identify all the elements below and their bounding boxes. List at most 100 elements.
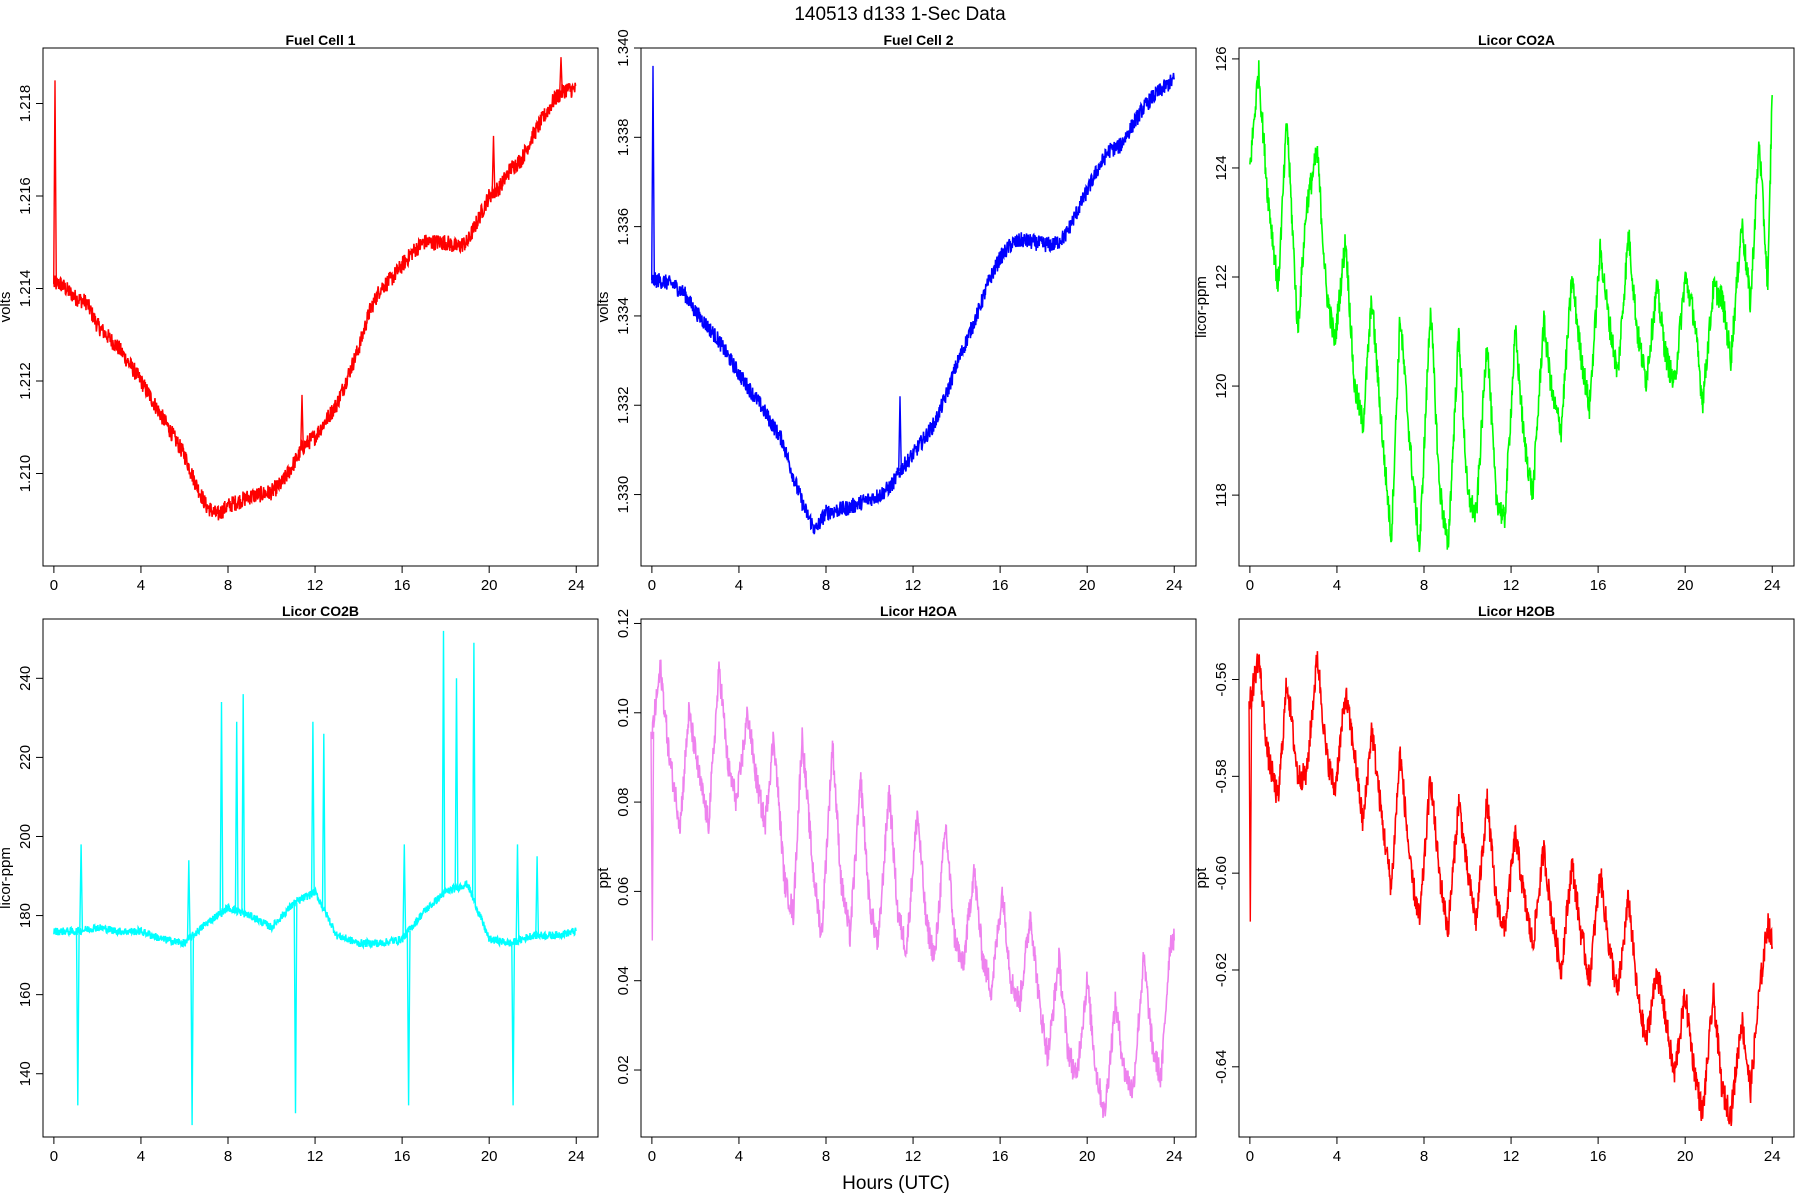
spike-mark [402, 844, 407, 937]
x-tick-label: 24 [1166, 577, 1183, 594]
spike-mark [441, 630, 446, 894]
series-line [1249, 651, 1773, 1127]
spike-mark [1248, 701, 1253, 922]
spike-mark [471, 642, 476, 901]
plot-frame [1238, 618, 1795, 1138]
spike-mark [491, 135, 496, 193]
series-line [53, 880, 577, 950]
x-tick-label: 4 [1333, 577, 1341, 594]
x-tick-label: 12 [905, 577, 922, 594]
figure-x-axis-label: Hours (UTC) [842, 1173, 950, 1194]
x-tick-label: 4 [735, 1148, 743, 1165]
x-tick-label: 16 [992, 577, 1009, 594]
x-tick-label: 4 [735, 577, 743, 594]
y-tick-label: 122 [1213, 264, 1230, 289]
x-tick-label: 8 [1420, 1148, 1428, 1165]
x-tick-label: 12 [1503, 1148, 1520, 1165]
x-tick-label: 12 [307, 1148, 324, 1165]
x-tick-label: 8 [224, 577, 232, 594]
y-axis-label: ppt [595, 867, 612, 889]
panel-title: Licor H2OB [1478, 603, 1555, 619]
y-tick-label: 200 [17, 824, 34, 849]
chart-panel: Fuel Cell 1 volts 0 4 8 12 16 20 24 1.210 1.212 1.2… [0, 32, 599, 594]
spike-mark [300, 394, 304, 450]
y-tick-label: 240 [17, 666, 34, 691]
y-tick-label: -0.56 [1213, 662, 1230, 696]
x-tick-label: 20 [1079, 577, 1096, 594]
panel-title: Licor CO2A [1478, 32, 1555, 48]
x-tick-label: 16 [1590, 1148, 1607, 1165]
spike-mark [293, 902, 298, 1114]
y-tick-label: 1.338 [615, 119, 632, 157]
y-tick-label: 0.08 [615, 787, 632, 816]
y-tick-label: 120 [1213, 374, 1230, 399]
y-axis-label: volts [595, 292, 612, 323]
spike-mark [190, 936, 195, 1126]
spike-mark [650, 731, 655, 941]
panel-title: Fuel Cell 1 [285, 32, 355, 48]
panels: Fuel Cell 1 volts 0 4 8 12 16 20 24 1.210 1.212 1.2… [0, 29, 1795, 1165]
x-tick-label: 4 [137, 1148, 145, 1165]
spike-mark [75, 930, 80, 1106]
spike-mark [515, 844, 520, 941]
x-tick-label: 16 [992, 1148, 1009, 1165]
y-tick-label: 1.218 [17, 85, 34, 123]
spike-mark [898, 396, 902, 472]
spike-mark [241, 694, 246, 914]
spike-mark [53, 80, 57, 284]
x-tick-label: 12 [1503, 577, 1520, 594]
y-tick-label: 1.330 [615, 476, 632, 514]
x-tick-label: 20 [1079, 1148, 1096, 1165]
x-tick-label: 24 [568, 1148, 585, 1165]
x-tick-label: 16 [394, 577, 411, 594]
y-tick-label: 124 [1213, 155, 1230, 180]
spike-mark [559, 57, 563, 94]
x-tick-label: 8 [1420, 577, 1428, 594]
y-tick-label: 1.212 [17, 362, 34, 400]
x-tick-label: 16 [394, 1148, 411, 1165]
y-tick-label: 160 [17, 982, 34, 1007]
y-tick-label: 1.334 [615, 297, 632, 335]
y-tick-label: -0.64 [1213, 1050, 1230, 1084]
y-axis-label: licor-ppm [1193, 276, 1210, 338]
x-tick-label: 12 [307, 577, 324, 594]
plot-frame [42, 47, 599, 567]
x-tick-label: 12 [905, 1148, 922, 1165]
x-tick-label: 4 [137, 577, 145, 594]
panel-title: Fuel Cell 2 [883, 32, 953, 48]
y-tick-label: 1.210 [17, 455, 34, 493]
x-tick-label: 8 [822, 1148, 830, 1165]
y-tick-label: 1.214 [17, 270, 34, 308]
y-tick-label: 126 [1213, 46, 1230, 71]
y-axis-label: ppt [1193, 867, 1210, 889]
y-tick-label: 0.12 [615, 609, 632, 638]
spike-mark [79, 844, 84, 931]
x-tick-label: 24 [568, 577, 585, 594]
spike-mark [219, 701, 224, 913]
y-tick-label: 118 [1213, 483, 1230, 507]
spike-mark [535, 856, 540, 936]
series-line [1249, 60, 1773, 553]
y-axis-label: volts [0, 292, 14, 323]
plot-frame [640, 47, 1197, 567]
x-tick-label: 0 [648, 1148, 656, 1165]
x-tick-label: 24 [1166, 1148, 1183, 1165]
panel-title: Licor H2OA [880, 603, 957, 619]
chart-panel: Licor H2OB ppt 0 4 8 12 16 20 24 -0.56 -0.58 -0.60 -… [1193, 603, 1795, 1165]
x-tick-label: 24 [1764, 577, 1781, 594]
x-tick-label: 0 [50, 577, 58, 594]
spike-mark [310, 721, 315, 894]
y-tick-label: 1.216 [17, 177, 34, 215]
x-tick-label: 16 [1590, 577, 1607, 594]
x-tick-label: 0 [50, 1148, 58, 1165]
y-tick-label: 140 [17, 1061, 34, 1086]
x-tick-label: 0 [1246, 577, 1254, 594]
x-tick-label: 24 [1764, 1148, 1781, 1165]
x-tick-label: 4 [1333, 1148, 1341, 1165]
y-tick-label: 220 [17, 745, 34, 770]
x-tick-label: 8 [822, 577, 830, 594]
y-tick-label: 1.336 [615, 208, 632, 246]
x-tick-label: 0 [1246, 1148, 1254, 1165]
